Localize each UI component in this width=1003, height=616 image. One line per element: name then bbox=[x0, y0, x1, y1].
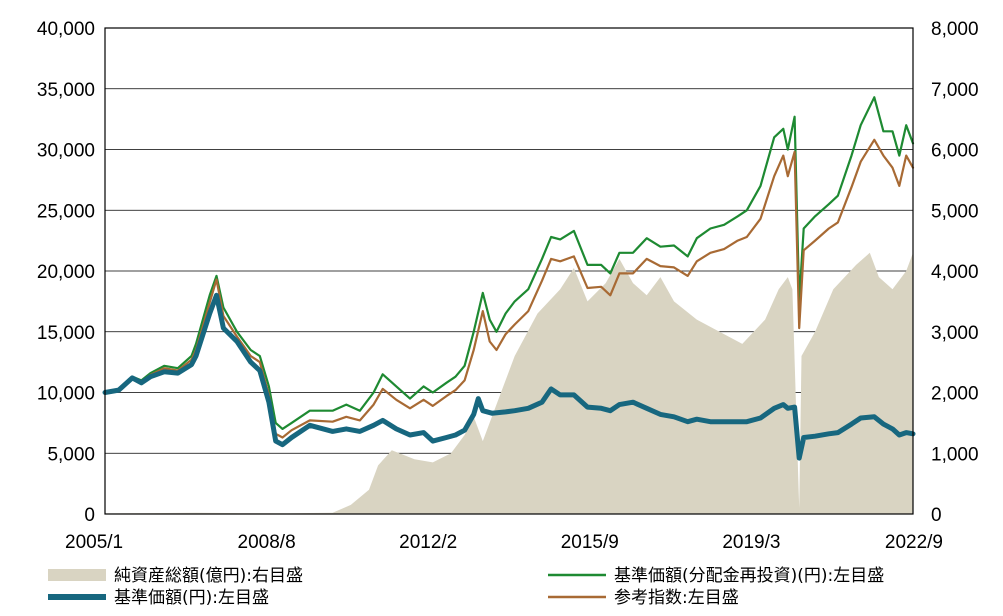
legend-label: 純資産総額(億円):右目盛 bbox=[114, 566, 303, 586]
y-right-tick-label: 7,000 bbox=[931, 80, 979, 101]
series-net-assets-area bbox=[105, 252, 913, 515]
y-right-tick-label: 1,000 bbox=[931, 444, 979, 465]
net-assets-area bbox=[105, 252, 913, 515]
left-axis-ticks: 0 5,000 10,000 15,000 20,000 25,000 30,000 35,0… bbox=[37, 19, 95, 526]
y-right-tick-label: 2,000 bbox=[931, 384, 979, 405]
x-axis-ticks: 2005/1 2008/8 2012/2 2015/9 2019/3 2022/9 bbox=[65, 532, 943, 553]
y-left-tick-label: 15,000 bbox=[37, 323, 95, 344]
series-nav-line bbox=[102, 292, 916, 461]
y-left-tick-label: 30,000 bbox=[37, 141, 95, 162]
y-left-tick-label: 5,000 bbox=[47, 444, 95, 465]
series-lines bbox=[102, 96, 916, 461]
y-right-tick-label: 4,000 bbox=[931, 262, 979, 283]
y-left-tick-label: 25,000 bbox=[37, 201, 95, 222]
y-left-tick-label: 35,000 bbox=[37, 80, 95, 101]
x-tick-label: 2012/2 bbox=[399, 532, 457, 553]
x-tick-label: 2022/9 bbox=[885, 532, 943, 553]
y-right-tick-label: 0 bbox=[931, 505, 942, 526]
plot-frame bbox=[104, 27, 914, 515]
legend-label: 基準価額(分配金再投資)(円):左目盛 bbox=[614, 566, 884, 586]
x-tick-label: 2005/1 bbox=[65, 532, 123, 553]
legend: 純資産総額(億円):右目盛 基準価額(分配金再投資)(円):左目盛基準価額(円):… bbox=[48, 566, 884, 608]
y-right-tick-label: 8,000 bbox=[931, 19, 979, 40]
legend-label: 参考指数:左目盛 bbox=[614, 588, 739, 608]
y-left-tick-label: 20,000 bbox=[37, 262, 95, 283]
legend-label: 基準価額(円):左目盛 bbox=[114, 588, 269, 608]
y-left-tick-label: 40,000 bbox=[37, 19, 95, 40]
series-reference-index-line bbox=[103, 138, 915, 439]
y-right-tick-label: 5,000 bbox=[931, 201, 979, 222]
y-left-tick-label: 10,000 bbox=[37, 384, 95, 405]
right-axis-ticks: 0 1,000 2,000 3,000 4,000 5,000 6,000 7,000 8,00… bbox=[931, 19, 979, 526]
x-tick-label: 2019/3 bbox=[722, 532, 780, 553]
x-tick-label: 2015/9 bbox=[561, 532, 619, 553]
y-right-tick-label: 3,000 bbox=[931, 323, 979, 344]
y-left-tick-label: 0 bbox=[84, 505, 95, 526]
y-right-tick-label: 6,000 bbox=[931, 141, 979, 162]
x-tick-label: 2008/8 bbox=[238, 532, 296, 553]
legend-swatch-area bbox=[48, 569, 106, 581]
